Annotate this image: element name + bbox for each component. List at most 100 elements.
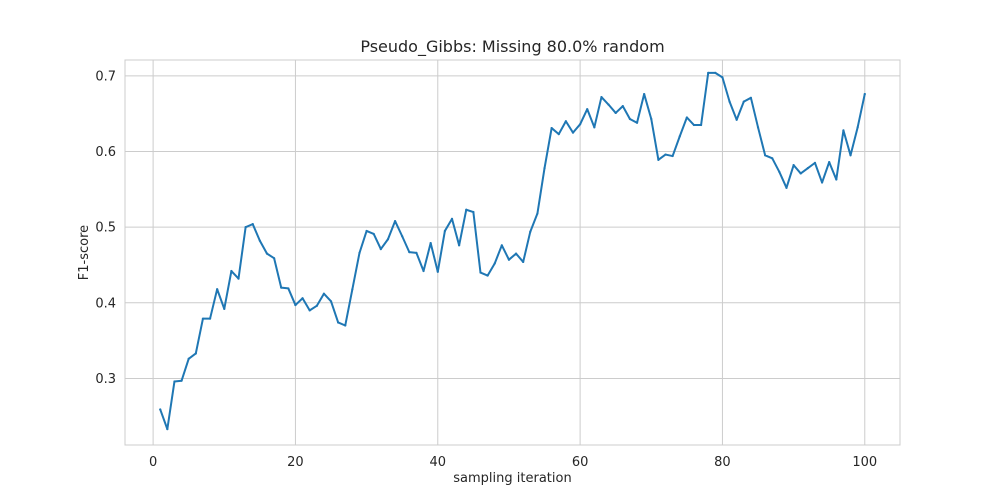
data-point (721, 76, 724, 79)
data-point (258, 239, 261, 242)
data-point (208, 317, 212, 320)
data-point (329, 300, 333, 303)
data-point (187, 357, 190, 360)
data-point (315, 304, 318, 307)
data-point (237, 277, 240, 280)
data-point (337, 321, 340, 324)
data-point (522, 260, 525, 264)
data-point (771, 157, 774, 160)
data-point (543, 167, 546, 170)
data-point (778, 170, 781, 174)
data-point (415, 251, 418, 254)
data-point (393, 220, 397, 223)
data-point (194, 352, 197, 355)
data-point (685, 116, 688, 119)
data-point (593, 126, 596, 129)
data-point (699, 123, 703, 127)
plot-frame (124, 59, 901, 446)
data-point (223, 307, 226, 310)
data-point (230, 269, 233, 273)
data-point (856, 126, 859, 129)
data-point (650, 117, 653, 121)
data-point (536, 212, 539, 215)
data-point (500, 244, 503, 247)
data-point (806, 167, 809, 170)
series-layer (159, 71, 866, 431)
data-point (735, 118, 738, 121)
data-point (180, 379, 183, 382)
data-point (749, 96, 753, 99)
data-point (159, 408, 162, 411)
data-point (408, 251, 411, 254)
data-point (600, 95, 603, 99)
y-tick-label: 0.6 (95, 145, 116, 160)
data-point (351, 288, 354, 291)
data-point (671, 154, 674, 158)
data-point (201, 317, 205, 320)
data-point (173, 380, 176, 383)
y-tick-label: 0.4 (95, 296, 116, 311)
data-point (322, 292, 326, 295)
tick-labels: 0 20 40 60 80 100 0.3 0.4 0.5 0.6 0.7 (95, 69, 877, 470)
x-tick-label: 60 (572, 455, 589, 470)
data-point (265, 252, 269, 255)
data-point (244, 226, 247, 229)
data-point (678, 135, 681, 138)
series-line (159, 71, 866, 431)
y-tick-label: 0.5 (95, 221, 116, 236)
data-point (429, 241, 432, 245)
data-point (486, 274, 489, 277)
grid (125, 60, 900, 445)
data-point (166, 428, 169, 431)
data-point (586, 108, 589, 111)
data-point (813, 161, 817, 164)
data-point (514, 252, 518, 255)
data-point (401, 235, 404, 238)
data-point (386, 238, 390, 241)
data-point (465, 208, 468, 211)
data-point (372, 232, 375, 236)
data-point (714, 71, 717, 74)
data-point (294, 303, 297, 307)
data-point (764, 154, 767, 157)
x-tick-label: 20 (287, 455, 304, 470)
data-point (557, 133, 560, 136)
data-point (507, 258, 511, 261)
data-point (728, 100, 731, 103)
data-point (643, 92, 646, 96)
y-tick-label: 0.3 (95, 372, 116, 387)
data-point (756, 126, 760, 129)
data-point (621, 105, 624, 108)
data-point (564, 120, 567, 123)
data-point (820, 181, 824, 184)
data-point (607, 103, 610, 106)
data-point (742, 100, 745, 103)
data-point (579, 123, 582, 126)
data-point (344, 324, 347, 327)
data-point (287, 287, 290, 290)
data-point (280, 286, 283, 289)
data-point (450, 217, 454, 220)
data-point (301, 297, 304, 300)
data-point (785, 186, 788, 189)
chart-title: Pseudo_Gibbs: Missing 80.0% random (360, 37, 664, 57)
data-point (216, 288, 219, 291)
data-point (842, 129, 845, 132)
y-axis-label: F1-score (77, 225, 92, 280)
data-point (479, 271, 482, 274)
data-point (358, 251, 361, 254)
data-point (422, 269, 425, 273)
x-tick-label: 80 (714, 455, 731, 470)
data-point (529, 230, 532, 233)
data-point (664, 153, 667, 156)
data-point (849, 154, 852, 157)
data-point (571, 131, 575, 134)
data-point (458, 244, 461, 247)
data-point (251, 223, 254, 226)
x-tick-label: 0 (149, 455, 157, 470)
data-point (657, 158, 660, 161)
data-point (635, 121, 639, 124)
data-point (272, 257, 276, 260)
